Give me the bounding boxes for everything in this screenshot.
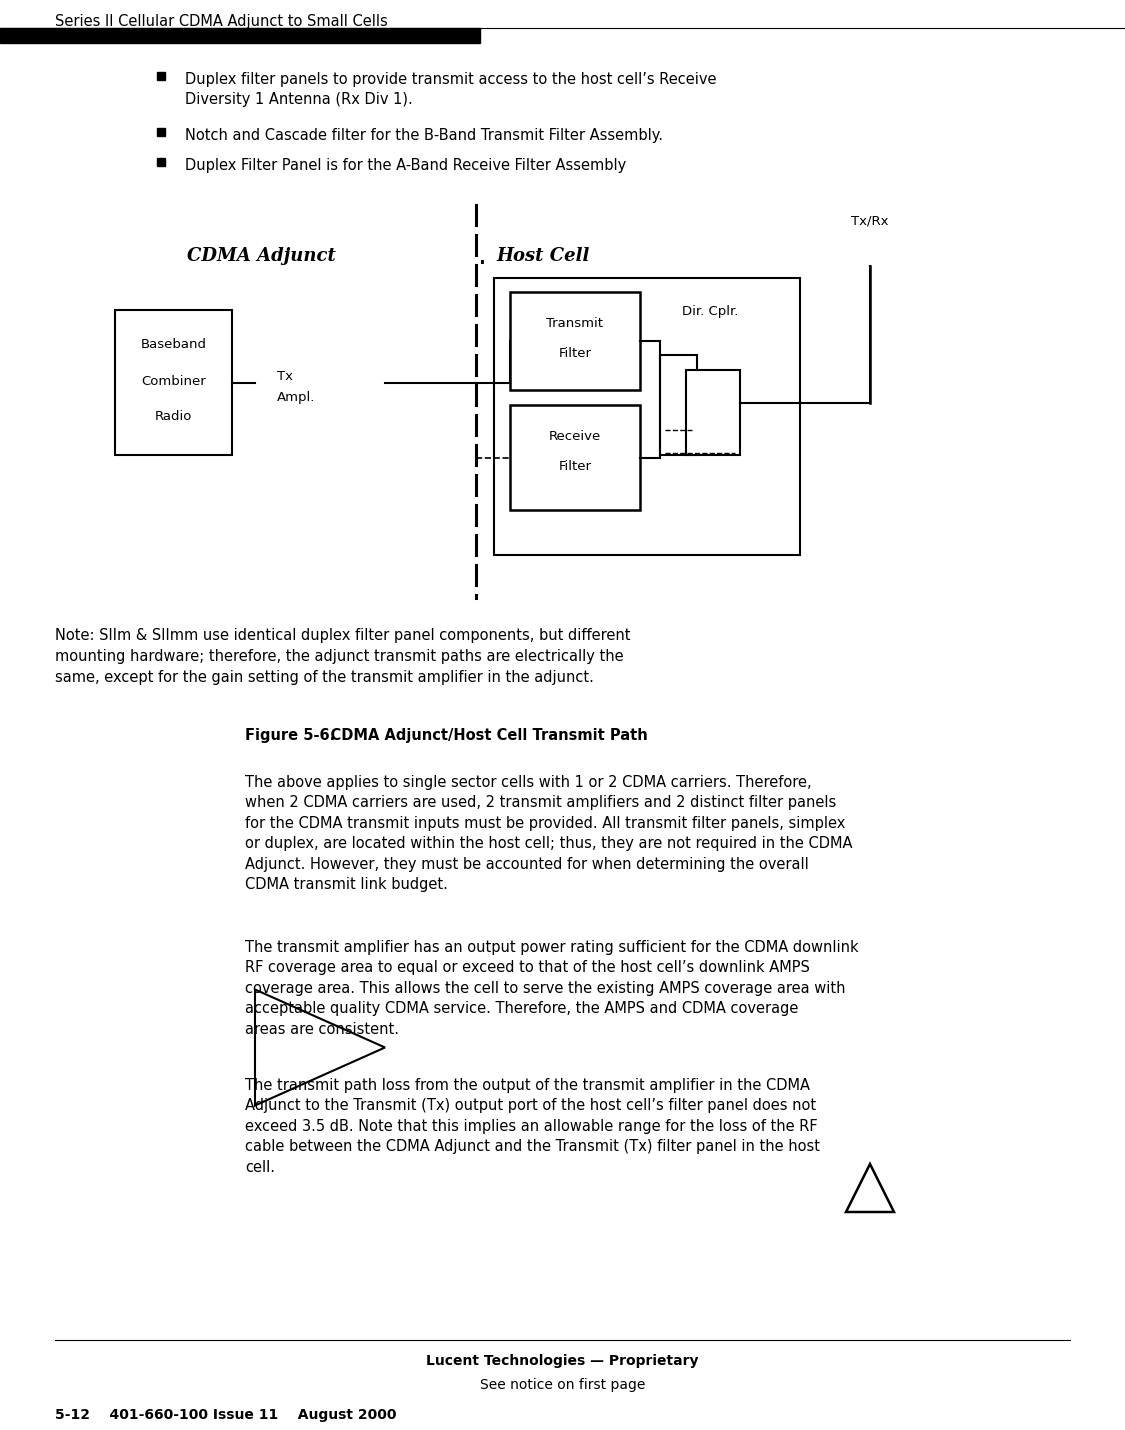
Text: 5-12    401-660-100 Issue 11    August 2000: 5-12 401-660-100 Issue 11 August 2000 — [55, 1409, 396, 1421]
Text: Ampl.: Ampl. — [277, 390, 315, 403]
Text: Baseband: Baseband — [141, 337, 207, 350]
Text: Notch and Cascade filter for the B-Band Transmit Filter Assembly.: Notch and Cascade filter for the B-Band … — [184, 129, 663, 143]
Text: CDMA Adjunct: CDMA Adjunct — [187, 247, 336, 265]
Bar — [510, 405, 640, 511]
Text: Series II Cellular CDMA Adjunct to Small Cells: Series II Cellular CDMA Adjunct to Small… — [55, 14, 388, 29]
Text: Note: SIIm & SIImm use identical duplex filter panel components, but different
m: Note: SIIm & SIImm use identical duplex … — [55, 628, 630, 685]
Text: Duplex filter panels to provide transmit access to the host cell’s Receive
Diver: Duplex filter panels to provide transmit… — [184, 72, 717, 107]
Bar — [158, 72, 165, 80]
Bar — [158, 129, 165, 136]
Text: Filter: Filter — [558, 347, 592, 360]
Text: The transmit amplifier has an output power rating sufficient for the CDMA downli: The transmit amplifier has an output pow… — [245, 940, 858, 1037]
Text: Tx: Tx — [277, 370, 292, 383]
Bar — [686, 370, 740, 455]
Text: Dir. Cplr.: Dir. Cplr. — [682, 305, 738, 317]
Bar — [158, 157, 165, 166]
Text: The transmit path loss from the output of the transmit amplifier in the CDMA
Adj: The transmit path loss from the output o… — [245, 1078, 820, 1174]
Text: Radio: Radio — [155, 410, 192, 423]
Text: Lucent Technologies — Proprietary: Lucent Technologies — Proprietary — [426, 1354, 699, 1369]
Bar — [510, 292, 640, 390]
Text: Duplex Filter Panel is for the A-Band Receive Filter Assembly: Duplex Filter Panel is for the A-Band Re… — [184, 157, 627, 173]
Bar — [660, 355, 698, 455]
Bar — [115, 310, 232, 455]
Text: ·: · — [478, 250, 487, 277]
Text: See notice on first page: See notice on first page — [480, 1379, 646, 1391]
Text: Transmit: Transmit — [547, 317, 603, 330]
Text: Figure 5-6.: Figure 5-6. — [245, 728, 335, 744]
Bar — [494, 277, 800, 555]
Text: Filter: Filter — [558, 460, 592, 473]
Text: CDMA Adjunct/Host Cell Transmit Path: CDMA Adjunct/Host Cell Transmit Path — [310, 728, 648, 744]
Text: Host Cell: Host Cell — [496, 247, 590, 265]
Bar — [0, 29, 480, 43]
Text: Tx/Rx: Tx/Rx — [852, 214, 889, 227]
Text: Combiner: Combiner — [141, 375, 206, 388]
Text: The above applies to single sector cells with 1 or 2 CDMA carriers. Therefore,
w: The above applies to single sector cells… — [245, 775, 853, 892]
Text: Receive: Receive — [549, 430, 601, 443]
